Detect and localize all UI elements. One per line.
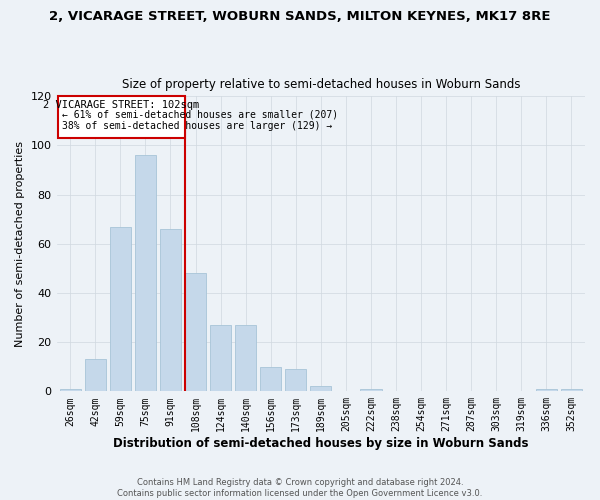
X-axis label: Distribution of semi-detached houses by size in Woburn Sands: Distribution of semi-detached houses by … [113, 437, 529, 450]
Bar [310, 386, 331, 392]
Text: 2, VICARAGE STREET, WOBURN SANDS, MILTON KEYNES, MK17 8RE: 2, VICARAGE STREET, WOBURN SANDS, MILTON… [49, 10, 551, 23]
Bar [160, 229, 181, 392]
Bar [235, 325, 256, 392]
Title: Size of property relative to semi-detached houses in Woburn Sands: Size of property relative to semi-detach… [122, 78, 520, 91]
Bar [135, 156, 156, 392]
Bar [58, 96, 185, 138]
Bar [185, 274, 206, 392]
Bar [285, 369, 307, 392]
Text: 38% of semi-detached houses are larger (129) →: 38% of semi-detached houses are larger (… [62, 121, 332, 131]
Bar [536, 389, 557, 392]
Text: ← 61% of semi-detached houses are smaller (207): ← 61% of semi-detached houses are smalle… [62, 110, 338, 120]
Text: 2 VICARAGE STREET: 102sqm: 2 VICARAGE STREET: 102sqm [43, 100, 199, 110]
Bar [360, 389, 382, 392]
Bar [85, 360, 106, 392]
Bar [110, 226, 131, 392]
Bar [560, 389, 582, 392]
Bar [260, 366, 281, 392]
Text: Contains HM Land Registry data © Crown copyright and database right 2024.
Contai: Contains HM Land Registry data © Crown c… [118, 478, 482, 498]
Bar [210, 325, 231, 392]
Y-axis label: Number of semi-detached properties: Number of semi-detached properties [15, 141, 25, 347]
Bar [59, 389, 81, 392]
